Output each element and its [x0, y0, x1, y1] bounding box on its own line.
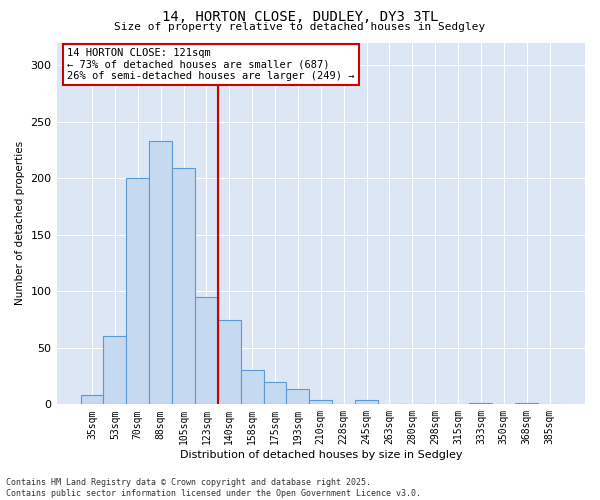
Bar: [263, 382, 286, 404]
Bar: [515, 403, 538, 404]
Bar: [80, 396, 103, 404]
Bar: [103, 336, 127, 404]
Bar: [218, 320, 241, 404]
X-axis label: Distribution of detached houses by size in Sedgley: Distribution of detached houses by size …: [179, 450, 462, 460]
Bar: [469, 403, 493, 404]
Bar: [172, 168, 195, 404]
Bar: [241, 370, 263, 404]
Bar: [149, 141, 172, 405]
Bar: [195, 297, 218, 405]
Bar: [286, 388, 310, 404]
Bar: [127, 178, 149, 404]
Text: Size of property relative to detached houses in Sedgley: Size of property relative to detached ho…: [115, 22, 485, 32]
Text: 14, HORTON CLOSE, DUDLEY, DY3 3TL: 14, HORTON CLOSE, DUDLEY, DY3 3TL: [162, 10, 438, 24]
Y-axis label: Number of detached properties: Number of detached properties: [15, 142, 25, 306]
Text: Contains HM Land Registry data © Crown copyright and database right 2025.
Contai: Contains HM Land Registry data © Crown c…: [6, 478, 421, 498]
Bar: [355, 400, 378, 404]
Text: 14 HORTON CLOSE: 121sqm
← 73% of detached houses are smaller (687)
26% of semi-d: 14 HORTON CLOSE: 121sqm ← 73% of detache…: [67, 48, 355, 81]
Bar: [310, 400, 332, 404]
